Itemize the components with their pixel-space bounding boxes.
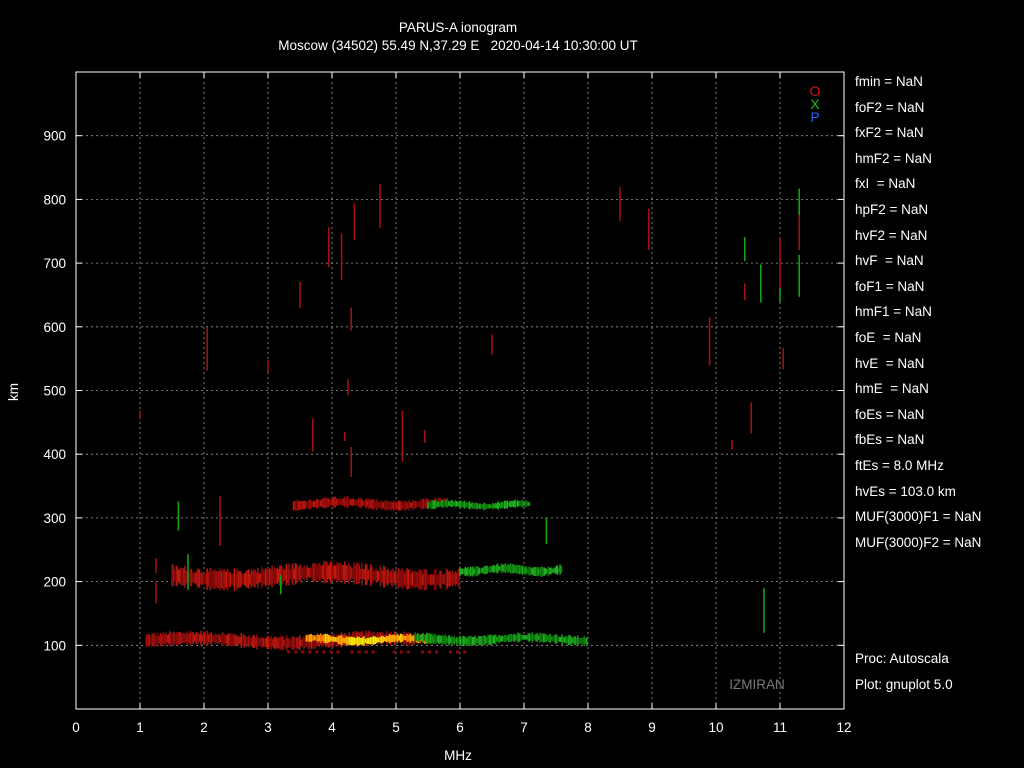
x-tick-label: 0 — [72, 720, 80, 735]
x-tick-label: 3 — [264, 720, 272, 735]
echo-mark — [350, 650, 354, 654]
trace-1 — [305, 633, 434, 646]
parameter-5: hpF2 = NaN — [855, 201, 929, 217]
y-tick-label: 800 — [43, 192, 66, 207]
echo-mark — [287, 650, 291, 654]
x-tick-label: 4 — [328, 720, 336, 735]
parameter-14: fbEs = NaN — [855, 432, 925, 448]
echo-mark — [329, 650, 333, 654]
grid-lines — [76, 72, 844, 709]
y-tick-label: 700 — [43, 256, 66, 271]
echo-mark — [301, 650, 305, 654]
echo-mark — [294, 650, 298, 654]
x-tick-label: 7 — [520, 720, 528, 735]
x-tick-label: 9 — [648, 720, 656, 735]
parameter-2: fxF2 = NaN — [855, 125, 924, 141]
x-tick-label: 2 — [200, 720, 208, 735]
x-tick-label: 8 — [584, 720, 592, 735]
echo-mark — [392, 650, 396, 654]
watermark: IZMIRAN — [729, 677, 785, 692]
x-axis-label: MHz — [444, 748, 472, 763]
trace-4 — [459, 563, 563, 577]
echo-mark — [308, 650, 312, 654]
legend-entry-x: X — [810, 96, 820, 112]
axis-ticks: 0 1 2 3 4 5 6 7 8 9 10 11 12100200300400500600700800… — [43, 72, 852, 735]
parameter-3: hmF2 = NaN — [855, 150, 932, 166]
y-tick-label: 900 — [43, 129, 66, 144]
parameter-7: hvF = NaN — [855, 253, 924, 269]
parameter-12: hmE = NaN — [855, 381, 929, 397]
parameter-15: ftEs = 8.0 MHz — [855, 457, 944, 473]
y-tick-label: 300 — [43, 511, 66, 526]
x-tick-label: 6 — [456, 720, 464, 735]
echo-mark — [456, 650, 460, 654]
parameter-13: foEs = NaN — [855, 406, 925, 422]
x-tick-label: 10 — [708, 720, 723, 735]
echo-mark — [399, 650, 403, 654]
parameter-4: fxI = NaN — [855, 176, 916, 192]
y-axis-label: km — [6, 383, 21, 401]
echo-mark — [371, 650, 375, 654]
parameter-6: hvF2 = NaN — [855, 227, 928, 243]
parameter-8: foF1 = NaN — [855, 278, 925, 294]
echo-mark — [428, 650, 431, 654]
echo-mark — [435, 650, 439, 654]
chart-title: PARUS-A ionogram — [399, 20, 517, 35]
legend-entry-o: O — [810, 83, 821, 99]
trace-6 — [427, 499, 531, 511]
echo-mark — [336, 650, 340, 654]
parameter-18: MUF(3000)F2 = NaN — [855, 534, 982, 550]
x-tick-label: 1 — [136, 720, 144, 735]
chart-subtitle: Moscow (34502) 55.49 N,37.29 E 2020-04-1… — [278, 38, 637, 53]
plot-label: Plot: gnuplot 5.0 — [855, 677, 953, 692]
proc-label: Proc: Autoscala — [855, 651, 949, 666]
x-tick-label: 12 — [836, 720, 851, 735]
echo-mark — [364, 650, 368, 654]
parameter-11: hvE = NaN — [855, 355, 925, 371]
x-tick-label: 11 — [773, 720, 787, 735]
trace-3 — [171, 560, 461, 591]
echo-mark — [322, 650, 326, 654]
y-tick-label: 500 — [43, 384, 66, 399]
parameter-10: foE = NaN — [855, 329, 922, 345]
parameter-0: fmin = NaN — [855, 74, 923, 89]
echo-mark — [449, 650, 453, 654]
y-tick-label: 400 — [43, 447, 66, 462]
parameter-16: hvEs = 103.0 km — [855, 483, 956, 499]
ionospheric-parameters: fmin = NaN foF2 = NaN fxF2 = NaN hmF2 = NaN… — [855, 69, 981, 555]
echo-mark — [463, 650, 467, 654]
legend-entry-p: P — [810, 109, 819, 125]
echo-mark — [315, 650, 319, 654]
parameter-1: foF2 = NaN — [855, 99, 925, 115]
echo-mark — [406, 650, 410, 654]
echo-mark — [420, 650, 424, 654]
echo-traces — [139, 183, 801, 654]
y-tick-label: 100 — [43, 638, 66, 653]
trace-2 — [414, 632, 588, 647]
echo-mark — [357, 650, 361, 654]
y-tick-label: 600 — [43, 320, 66, 335]
x-tick-label: 5 — [392, 720, 400, 735]
parameter-9: hmF1 = NaN — [855, 304, 932, 320]
legend: OXP — [810, 83, 821, 125]
parameter-17: MUF(3000)F1 = NaN — [855, 509, 982, 525]
y-tick-label: 200 — [43, 575, 66, 590]
trace-5 — [292, 496, 448, 512]
